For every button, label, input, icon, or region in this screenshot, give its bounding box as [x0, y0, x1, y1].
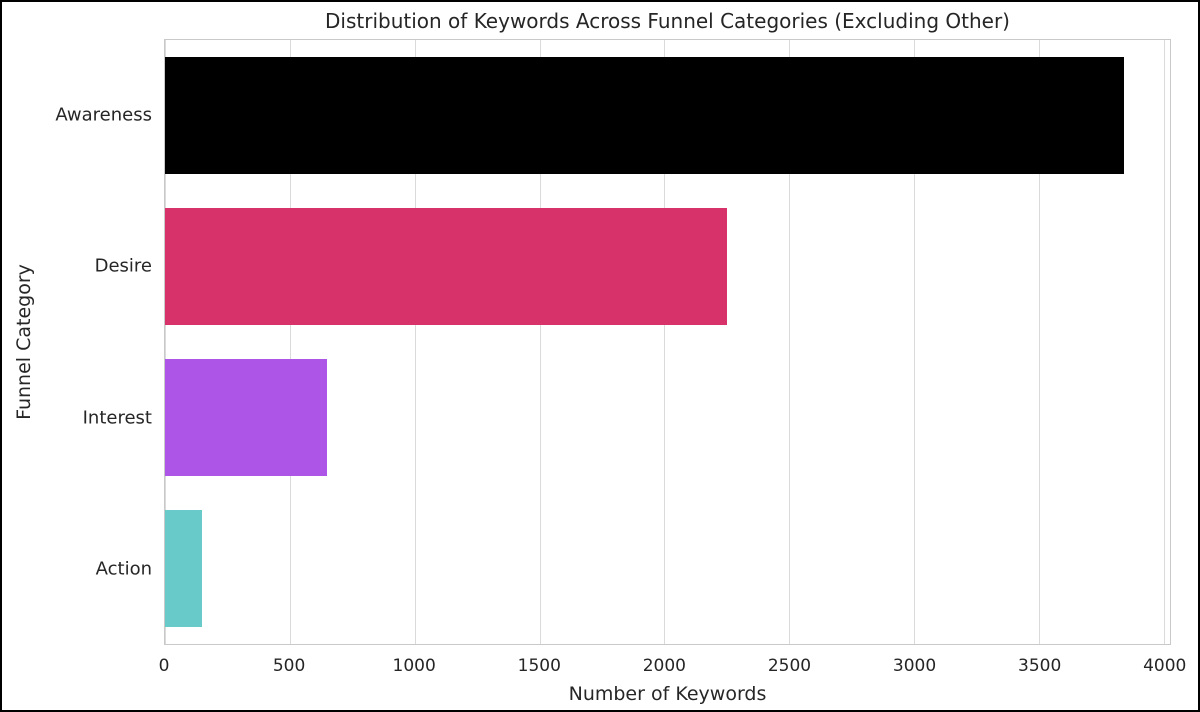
x-tick-500: 500	[272, 656, 306, 676]
gridline-x-0	[165, 40, 166, 644]
gridline-x-3500	[1038, 40, 1040, 644]
bar-desire	[165, 207, 727, 326]
x-tick-3000: 3000	[892, 656, 937, 676]
x-axis-label: Number of Keywords	[568, 683, 767, 705]
x-tick-1000: 1000	[392, 656, 436, 676]
y-tick-action: Action	[95, 558, 152, 580]
x-tick-3500: 3500	[1018, 656, 1062, 676]
x-tick-2000: 2000	[642, 656, 686, 676]
gridline-x-3000	[914, 40, 916, 644]
y-tick-desire: Desire	[94, 255, 152, 277]
x-tick-labels: 0 500 1000 1500 2000 2500 3000 3500 4000	[159, 656, 1187, 678]
bar-interest	[165, 358, 328, 477]
plot-area	[164, 39, 1171, 645]
gridline-x-2000	[664, 40, 666, 644]
x-tick-0: 0	[158, 656, 170, 676]
y-tick-labels: Awareness Desire Interest Action	[2, 39, 152, 645]
gridline-x-1500	[539, 40, 541, 644]
x-tick-4000: 4000	[1143, 656, 1187, 676]
gridline-x-1000	[414, 40, 416, 644]
x-tick-1500: 1500	[517, 656, 561, 676]
gridline-x-2500	[789, 40, 791, 644]
bar-awareness	[165, 56, 1124, 175]
gridline-x-500	[289, 40, 291, 644]
x-tick-2500: 2500	[767, 656, 812, 676]
gridline-x-4000	[1163, 40, 1165, 644]
y-tick-awareness: Awareness	[55, 104, 152, 126]
y-tick-interest: Interest	[82, 407, 152, 429]
bar-action	[165, 509, 203, 628]
chart-title: Distribution of Keywords Across Funnel C…	[325, 9, 1010, 33]
